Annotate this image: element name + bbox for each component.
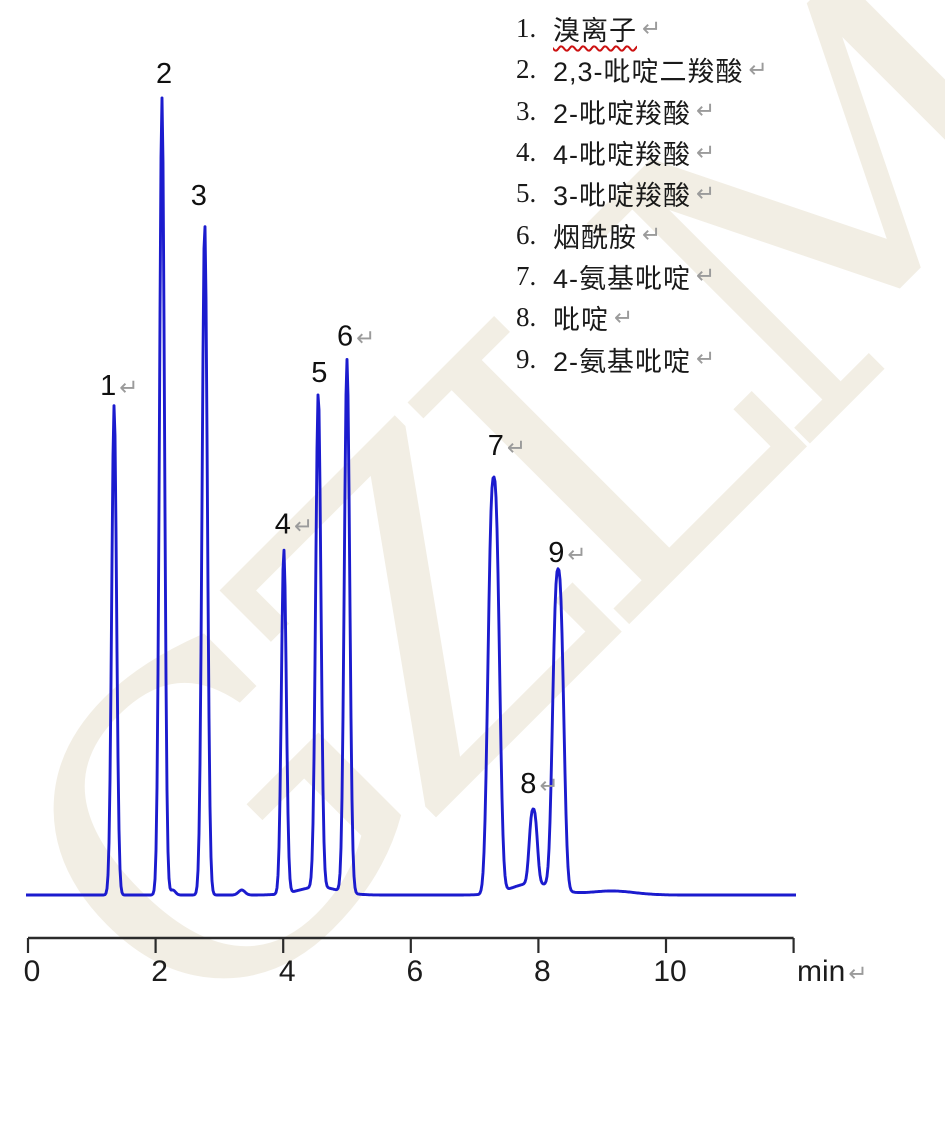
legend-name: 吡啶 xyxy=(553,305,609,336)
legend-number: 2. xyxy=(516,54,537,85)
x-tick-label: 2 xyxy=(151,955,168,988)
legend-number: 6. xyxy=(516,219,537,250)
peak-label-1: 1 ↵ xyxy=(100,370,138,402)
paragraph-return-icon: ↵ xyxy=(696,139,716,166)
paragraph-return-icon: ↵ xyxy=(614,304,634,331)
paragraph-return-icon: ↵ xyxy=(748,56,768,83)
legend-item-1: 1. 溴离子 ↵ xyxy=(516,8,768,49)
legend-item-3: 3. 2-吡啶羧酸 ↵ xyxy=(516,91,768,132)
paragraph-return-icon: ↵ xyxy=(642,15,662,42)
peak-legend: 1. 溴离子 ↵ 2. 2,3-吡啶二羧酸 ↵ 3. 2-吡啶羧酸 ↵ 4. 4… xyxy=(516,8,768,380)
x-tick-label: 10 xyxy=(653,955,686,988)
legend-item-7: 7. 4-氨基吡啶 ↵ xyxy=(516,256,768,297)
x-axis-unit-label: min ↵ xyxy=(797,955,868,988)
paragraph-return-icon: ↵ xyxy=(642,222,662,249)
legend-item-8: 8. 吡啶 ↵ xyxy=(516,297,768,338)
paragraph-return-icon: ↵ xyxy=(696,180,716,207)
legend-name: 2-氨基吡啶 xyxy=(553,346,692,377)
peak-label-7: 7 ↵ xyxy=(488,430,526,462)
peak-label-3: 3 xyxy=(191,180,207,212)
legend-name: 2,3-吡啶二羧酸 xyxy=(553,57,744,88)
peak-label-6: 6 ↵ xyxy=(337,320,375,352)
legend-number: 1. xyxy=(516,13,537,44)
x-tick-label: 6 xyxy=(406,955,423,988)
legend-name: 4-氨基吡啶 xyxy=(553,263,692,294)
x-tick-label: 8 xyxy=(534,955,551,988)
x-tick-label: 4 xyxy=(279,955,296,988)
legend-item-5: 5. 3-吡啶羧酸 ↵ xyxy=(516,173,768,214)
chromatogram: 0 2 4 6 8 10 min ↵ 1 ↵ 2 3 4 ↵ 5 6 ↵ 7 ↵ 8 ↵ 9 ↵ xyxy=(24,58,868,988)
legend-item-6: 6. 烟酰胺 ↵ xyxy=(516,214,768,255)
legend-name: 溴离子 xyxy=(553,16,637,47)
paragraph-return-icon: ↵ xyxy=(696,346,716,373)
legend-number: 9. xyxy=(516,343,537,374)
legend-number: 7. xyxy=(516,260,537,291)
paragraph-return-icon: ↵ xyxy=(696,98,716,125)
peak-label-9: 9 ↵ xyxy=(548,537,586,569)
peak-label-2: 2 xyxy=(156,58,172,90)
legend-item-4: 4. 4-吡啶羧酸 ↵ xyxy=(516,132,768,173)
legend-number: 4. xyxy=(516,137,537,168)
legend-name: 烟酰胺 xyxy=(553,222,637,253)
peak-label-4: 4 ↵ xyxy=(275,508,313,540)
paragraph-return-icon: ↵ xyxy=(696,263,716,290)
legend-number: 8. xyxy=(516,302,537,333)
legend-item-9: 9. 2-氨基吡啶 ↵ xyxy=(516,338,768,379)
legend-item-2: 2. 2,3-吡啶二羧酸 ↵ xyxy=(516,49,768,90)
trace-line xyxy=(25,96,797,897)
legend-name: 4-吡啶羧酸 xyxy=(553,140,692,171)
peak-label-5: 5 xyxy=(311,357,327,389)
legend-number: 5. xyxy=(516,178,537,209)
legend-name: 2-吡啶羧酸 xyxy=(553,98,692,129)
legend-name: 3-吡啶羧酸 xyxy=(553,181,692,212)
legend-number: 3. xyxy=(516,95,537,126)
x-tick-label: 0 xyxy=(24,955,41,988)
peak-label-8: 8 ↵ xyxy=(520,768,558,800)
